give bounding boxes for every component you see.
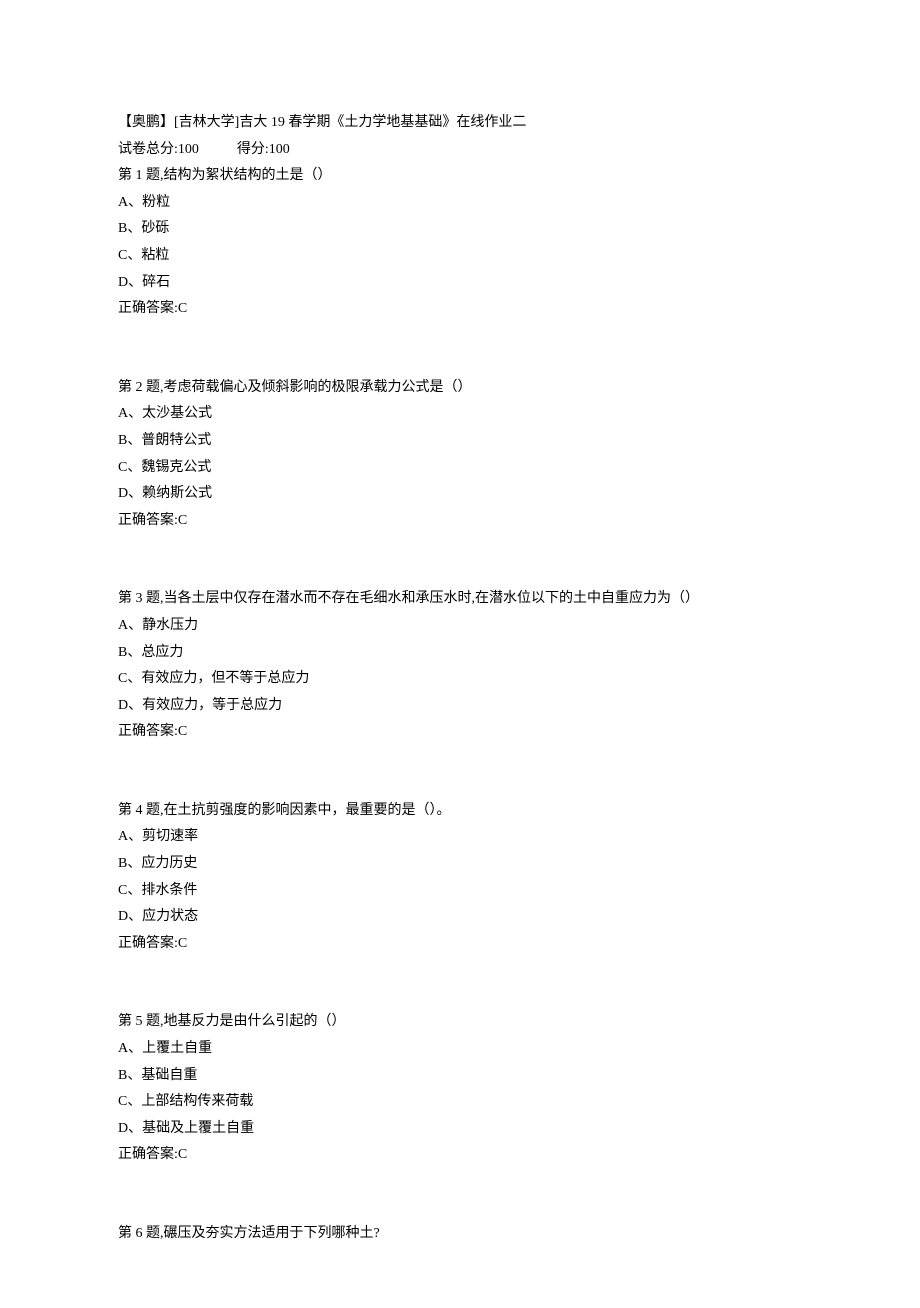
question-option: D、赖纳斯公式: [118, 481, 802, 508]
question-5: 第 5 题,地基反力是由什么引起的（） A、上覆土自重 B、基础自重 C、上部结…: [118, 1009, 802, 1169]
question-option: A、静水压力: [118, 613, 802, 640]
question-option: D、基础及上覆土自重: [118, 1116, 802, 1143]
question-option: B、砂砾: [118, 216, 802, 243]
question-3: 第 3 题,当各土层中仅存在潜水而不存在毛细水和承压水时,在潜水位以下的土中自重…: [118, 586, 802, 746]
question-option: D、应力状态: [118, 904, 802, 931]
question-option: B、总应力: [118, 640, 802, 667]
correct-answer: 正确答案:C: [118, 296, 802, 323]
correct-answer: 正确答案:C: [118, 508, 802, 535]
question-option: D、碎石: [118, 270, 802, 297]
question-option: C、上部结构传来荷载: [118, 1089, 802, 1116]
question-option: B、应力历史: [118, 851, 802, 878]
question-prompt: 第 6 题,碾压及夯实方法适用于下列哪种土?: [118, 1221, 802, 1248]
question-4: 第 4 题,在土抗剪强度的影响因素中，最重要的是（）。 A、剪切速率 B、应力历…: [118, 798, 802, 958]
question-6: 第 6 题,碾压及夯实方法适用于下列哪种土?: [118, 1221, 802, 1248]
question-option: C、魏锡克公式: [118, 455, 802, 482]
question-option: A、粉粒: [118, 190, 802, 217]
question-prompt: 第 1 题,结构为絮状结构的土是（）: [118, 163, 802, 190]
question-option: B、普朗特公式: [118, 428, 802, 455]
correct-answer: 正确答案:C: [118, 719, 802, 746]
question-option: C、排水条件: [118, 878, 802, 905]
exam-title: 【奥鹏】[吉林大学]吉大 19 春学期《土力学地基基础》在线作业二: [118, 110, 802, 137]
score-line: 试卷总分:100 得分:100: [118, 137, 802, 164]
question-option: A、太沙基公式: [118, 401, 802, 428]
question-option: C、粘粒: [118, 243, 802, 270]
question-option: C、有效应力，但不等于总应力: [118, 666, 802, 693]
correct-answer: 正确答案:C: [118, 1142, 802, 1169]
earned-score: 得分:100: [237, 142, 290, 157]
question-prompt: 第 2 题,考虑荷载偏心及倾斜影响的极限承载力公式是（）: [118, 375, 802, 402]
total-score: 试卷总分:100: [118, 142, 199, 157]
question-2: 第 2 题,考虑荷载偏心及倾斜影响的极限承载力公式是（） A、太沙基公式 B、普…: [118, 375, 802, 535]
question-option: B、基础自重: [118, 1063, 802, 1090]
question-prompt: 第 3 题,当各土层中仅存在潜水而不存在毛细水和承压水时,在潜水位以下的土中自重…: [118, 586, 802, 613]
question-option: D、有效应力，等于总应力: [118, 693, 802, 720]
question-1: 第 1 题,结构为絮状结构的土是（） A、粉粒 B、砂砾 C、粘粒 D、碎石 正…: [118, 163, 802, 323]
question-option: A、上覆土自重: [118, 1036, 802, 1063]
correct-answer: 正确答案:C: [118, 931, 802, 958]
question-prompt: 第 4 题,在土抗剪强度的影响因素中，最重要的是（）。: [118, 798, 802, 825]
question-prompt: 第 5 题,地基反力是由什么引起的（）: [118, 1009, 802, 1036]
question-option: A、剪切速率: [118, 824, 802, 851]
